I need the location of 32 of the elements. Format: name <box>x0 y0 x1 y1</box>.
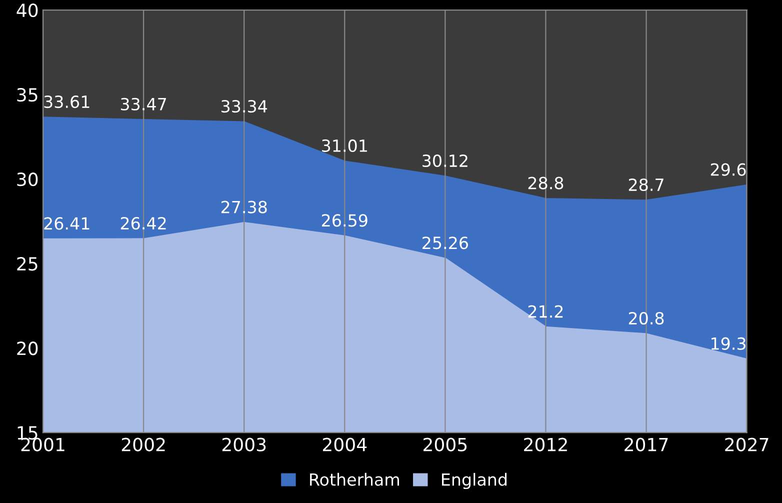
x-tick-label: 2005 <box>424 438 467 452</box>
data-label: 27.38 <box>221 200 267 214</box>
data-label: 28.7 <box>628 178 664 192</box>
data-label: 33.47 <box>120 98 166 110</box>
data-label: 28.8 <box>528 176 564 190</box>
y-tick-label: 25 <box>17 257 38 271</box>
x-tick-label: 2001 <box>21 438 64 452</box>
data-label: 26.59 <box>322 214 368 227</box>
y-tick-label: 40 <box>16 4 38 18</box>
data-label: 29.6 <box>710 163 746 176</box>
data-label: 30.12 <box>422 154 468 168</box>
data-label: 21.2 <box>528 305 563 318</box>
data-label: 33.34 <box>222 100 268 113</box>
y-tick-label: 15 <box>18 426 38 440</box>
y-tick-label: 20 <box>17 342 38 356</box>
data-label: 19.3 <box>712 337 746 350</box>
legend-label: England <box>442 472 507 490</box>
legend-label: Rotherham <box>310 472 399 486</box>
x-tick-label: 2002 <box>122 438 165 452</box>
data-label: 20.8 <box>628 312 664 325</box>
x-tick-label: 2017 <box>624 438 668 452</box>
data-label: 31.01 <box>322 139 367 152</box>
y-tick-label: 30 <box>17 172 38 186</box>
data-label: 25.26 <box>422 236 468 250</box>
y-tick-label: 35 <box>17 88 38 102</box>
data-label: 33.61 <box>44 95 90 108</box>
x-tick-label: 2003 <box>222 438 266 452</box>
x-tick-label: 2012 <box>524 438 567 452</box>
x-tick-label: 2027 <box>725 438 768 452</box>
data-label: 26.41 <box>44 217 90 230</box>
data-label: 26.42 <box>120 216 166 230</box>
x-tick-label: 2004 <box>322 438 367 452</box>
